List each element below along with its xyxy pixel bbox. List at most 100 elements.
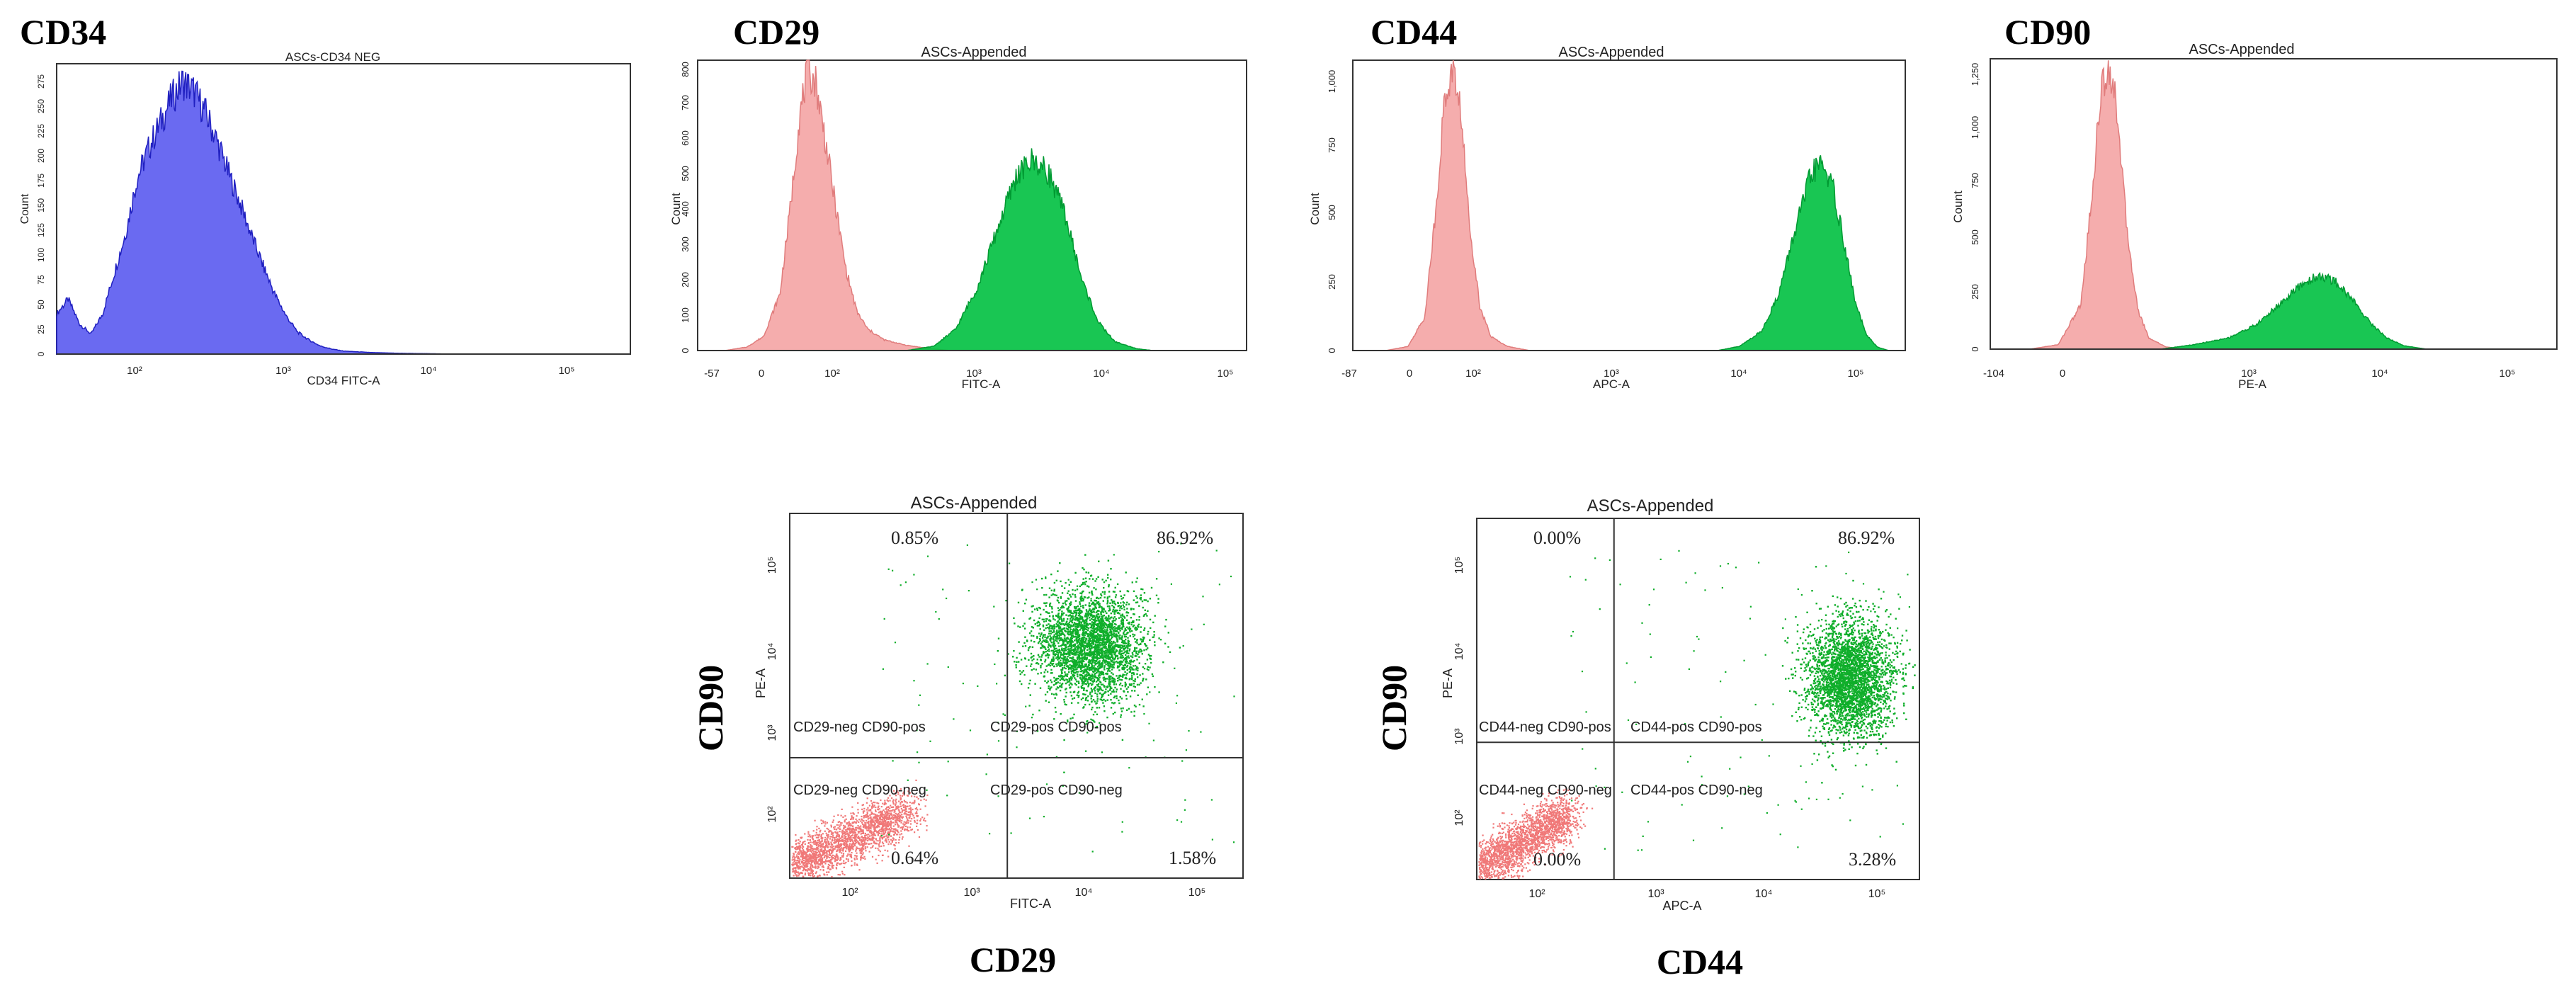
scatter-dot-positive [1108, 615, 1110, 618]
scatter-dot-negative [862, 831, 864, 833]
scatter-dot-negative [815, 865, 817, 867]
scatter-dot-positive [1117, 657, 1119, 659]
scatter-dot-negative [870, 818, 873, 820]
scatter-dot-negative [865, 824, 867, 826]
scatter-dot-positive [1077, 645, 1079, 648]
scatter-dot-positive [1094, 700, 1096, 702]
scatter-dot-positive [1113, 611, 1116, 613]
scatter-dot-positive [1084, 652, 1086, 654]
scatter-dot-positive [1120, 598, 1123, 600]
scatter-dot-negative [796, 860, 799, 862]
scatter-dot-positive [1113, 630, 1116, 632]
scatter-dot-positive [1057, 659, 1059, 661]
scatter-dot-positive [1076, 637, 1078, 640]
scatter-dot-negative [796, 865, 798, 867]
scatter-dot-negative [804, 833, 806, 835]
scatter-dot-negative [861, 840, 863, 842]
scatter-dot-positive [1046, 653, 1049, 655]
scatter-dot-negative [822, 821, 824, 824]
scatter-dot-positive [1077, 644, 1079, 647]
scatter-dot-positive [1043, 652, 1045, 654]
scatter-dot-negative [885, 839, 887, 841]
scatter-dot-positive [1041, 663, 1043, 665]
scatter-dot-positive [1053, 680, 1056, 683]
scatter-dot-negative [915, 807, 918, 809]
scatter-dot-positive [1074, 669, 1077, 671]
scatter-dot-negative [814, 840, 817, 842]
y-tick-label: 600 [680, 130, 691, 146]
scatter-dot-positive [1052, 656, 1055, 659]
scatter-dot-negative [829, 838, 832, 840]
scatter-dot-negative [878, 843, 880, 846]
scatter-dot-positive [1053, 718, 1055, 720]
scatter-dot-positive [1179, 647, 1181, 649]
scatter-dot-negative [846, 828, 849, 830]
scatter-dot-positive [1068, 624, 1071, 626]
scatter-dot-positive [1073, 697, 1076, 699]
scatter-dot-positive [1112, 630, 1115, 632]
scatter-dot-negative [841, 839, 843, 841]
scatter-dot-negative [847, 825, 849, 827]
scatter-dot-positive [1103, 643, 1106, 645]
scatter-dot-positive [1107, 559, 1110, 562]
scatter-dot-negative [831, 853, 833, 855]
scatter-dot-negative [892, 838, 895, 840]
scatter-dot-negative [861, 836, 863, 838]
scatter-dot-positive [1077, 675, 1079, 678]
scatter-dot-negative [859, 839, 861, 841]
scatter-dot-positive [1085, 581, 1087, 583]
scatter-dot-positive [1118, 678, 1120, 681]
scatter-dot-positive [1089, 649, 1091, 652]
scatter-dot-positive [1069, 581, 1072, 583]
scatter-dot-negative [892, 802, 895, 804]
scatter-dot-negative [914, 821, 916, 823]
scatter-dot-positive [1072, 669, 1074, 671]
scatter-dot-positive [1128, 621, 1130, 624]
scatter-dot-positive [1126, 626, 1128, 628]
scatter-dot-negative [798, 861, 800, 863]
scatter-dot-negative [824, 851, 826, 853]
scatter-dot-positive [1157, 598, 1159, 600]
scatter-dot-positive [1123, 608, 1125, 610]
scatter-dot-negative [875, 810, 877, 812]
scatter-dot-negative [809, 853, 811, 855]
scatter-dot-positive [1101, 696, 1103, 699]
scatter-dot-positive [1101, 606, 1103, 608]
scatter-dot-positive [1149, 618, 1152, 621]
scatter-dot-negative [861, 844, 863, 846]
scatter-dot-positive [1130, 644, 1132, 646]
scatter-dot-positive [1062, 654, 1065, 656]
scatter-dot-negative [811, 869, 814, 871]
scatter-dot-positive [1167, 646, 1169, 648]
scatter-dot-negative [843, 847, 845, 849]
scatter-dot-positive [1086, 610, 1088, 613]
scatter-dot-positive [1091, 578, 1094, 580]
scatter-dot-positive [1075, 628, 1077, 631]
scatter-dot-positive [1077, 618, 1080, 620]
scatter-dot-positive [1031, 659, 1033, 661]
scatter-dot-positive [1123, 625, 1125, 627]
scatter-dot-positive [1049, 687, 1052, 690]
scatter-dot-positive [1062, 633, 1065, 635]
scatter-dot-negative [817, 839, 819, 841]
scatter-dot-positive [1114, 681, 1116, 683]
y-tick-label: 75 [36, 275, 46, 285]
scatter-dot-negative [829, 868, 832, 870]
scatter-dot-positive [1088, 642, 1090, 644]
scatter-dot-negative [820, 860, 822, 862]
scatter-dot-positive [1087, 684, 1090, 686]
scatter-dot-negative [910, 829, 912, 831]
scatter-dot-negative [863, 832, 865, 834]
scatter-dot-negative [858, 869, 861, 871]
scatter-dot-positive [1110, 568, 1112, 570]
scatter-dot-positive [1123, 673, 1125, 676]
scatter-dot-negative [899, 814, 901, 817]
scatter-dot-negative [852, 817, 855, 819]
scatter-dot-positive [1122, 597, 1125, 599]
scatter-dot-negative [796, 863, 798, 865]
scatter-dot-negative [834, 845, 836, 847]
scatter-dot-positive [1108, 677, 1111, 679]
scatter-dot-positive [1068, 671, 1070, 673]
scatter-dot-negative [847, 847, 849, 849]
scatter-dot-negative [799, 863, 801, 865]
